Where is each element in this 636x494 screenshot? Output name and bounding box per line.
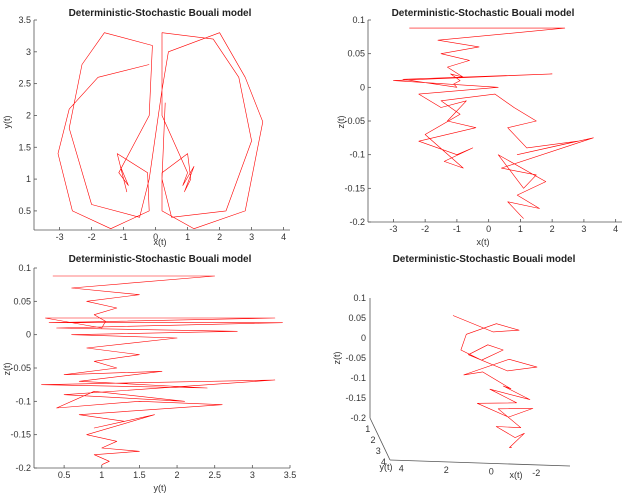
panel-3d-ylabel: y(t) (380, 462, 393, 472)
x-tick-label: 1 (185, 232, 190, 242)
y-tick-label: 0.05 (347, 49, 365, 59)
y-tick-label: -0.1 (349, 150, 365, 160)
x-tick-label: 4 (281, 232, 286, 242)
y-tick-label: 1.5 (18, 142, 31, 152)
x-tick-label: 0 (486, 224, 491, 234)
x-tick-label: 2 (175, 470, 180, 480)
y-tick-label: -0.1 (15, 396, 31, 406)
panel-xy-axes: -3 -2 -1 0 1 2 3 4 0.5 1 1.5 2 2.5 3 3.5 (18, 15, 290, 242)
x-tick-label: 3 (249, 232, 254, 242)
x-tick-label: -2 (532, 468, 540, 478)
z-tick-label: 0.1 (353, 293, 366, 303)
x-tick-label: 3.5 (284, 470, 297, 480)
panel-xy-ylabel: y(t) (2, 116, 12, 129)
x-tick-label: 0 (153, 232, 158, 242)
x-tick-label: 2 (550, 224, 555, 234)
y-tick-label: 3.5 (18, 15, 31, 25)
x-tick-label: 0.5 (58, 470, 71, 480)
x-tick-label: 4 (399, 463, 404, 473)
x-tick-label: 0 (489, 466, 494, 476)
y-tick-label: -0.05 (10, 363, 31, 373)
y-tick-label: 3 (376, 446, 381, 456)
panel-3d: Deterministic-Stochastic Bouali model 0.… (332, 254, 576, 480)
panel-xz-xlabel: x(t) (477, 237, 490, 247)
x-tick-label: 3 (250, 470, 255, 480)
panel-yz-axes: 0.5 1 1.5 2 2.5 3 3.5 -0.2 -0.15 -0.1 -0.05 0 0.05 0.… (10, 263, 296, 480)
z-tick-label: -0.15 (345, 393, 366, 403)
y-tick-label: -0.15 (10, 430, 31, 440)
panel-xy-title: Deterministic-Stochastic Bouali model (69, 8, 252, 19)
y-tick-label: 0 (26, 330, 31, 340)
y-tick-label: 0.05 (13, 296, 31, 306)
x-tick-label: -2 (88, 232, 96, 242)
x-tick-label: 3 (581, 224, 586, 234)
panel-xz-axes: -3 -2 -1 0 1 2 3 4 -0.2 -0.15 -0.1 -0.05 0 0.05 0.1 (344, 15, 622, 234)
panel-3d-xlabel: x(t) (510, 470, 523, 480)
panel-yz: Deterministic-Stochastic Bouali model 0.… (2, 254, 296, 493)
z-tick-label: 0 (361, 333, 366, 343)
y-tick-label: -0.2 (15, 463, 31, 473)
x-tick-label: 4 (613, 224, 618, 234)
x-tick-label: 1 (518, 224, 523, 234)
panel-yz-trace (41, 275, 283, 465)
y-tick-label: 2.5 (18, 79, 31, 89)
x-tick-label: -3 (56, 232, 64, 242)
y-tick-label: 0.1 (18, 263, 31, 273)
y-tick-label: 0 (360, 82, 365, 92)
panel-xz-trace (393, 27, 594, 219)
panel-xz-ylabel: z(t) (336, 116, 346, 129)
x-tick-label: -1 (120, 232, 128, 242)
y-tick-label: 4 (381, 457, 386, 467)
x-tick-label: -3 (389, 224, 397, 234)
panel-3d-zlabel: z(t) (332, 352, 342, 365)
x-axis-line (389, 459, 571, 467)
panel-yz-xlabel: y(t) (154, 483, 167, 493)
y-tick-label: -0.05 (344, 116, 365, 126)
panel-yz-ylabel: z(t) (2, 363, 12, 376)
x-tick-label: 2 (444, 465, 449, 475)
y-tick-label: 1 (26, 174, 31, 184)
x-tick-label: 2 (217, 232, 222, 242)
x-tick-label: 2.5 (208, 470, 221, 480)
panel-xy-xlabel: x(t) (154, 237, 167, 247)
x-tick-label: -2 (421, 224, 429, 234)
y-tick-label: 1 (365, 424, 370, 434)
panel-xz: Deterministic-Stochastic Bouali model -3… (336, 8, 622, 247)
y-axis-line (369, 417, 391, 461)
z-tick-label: -0.05 (345, 353, 366, 363)
panel-xz-title: Deterministic-Stochastic Bouali model (392, 8, 575, 19)
y-tick-label: 3 (26, 47, 31, 57)
y-tick-label: -0.2 (349, 217, 365, 227)
panel-xy: Deterministic-Stochastic Bouali model -3… (2, 8, 290, 247)
y-tick-label: 0.5 (18, 206, 31, 216)
x-tick-label: 1 (99, 470, 104, 480)
y-tick-label: -0.15 (344, 183, 365, 193)
x-tick-label: 1.5 (133, 470, 146, 480)
panel-yz-title: Deterministic-Stochastic Bouali model (69, 254, 252, 265)
x-tick-label: -1 (453, 224, 461, 234)
z-tick-label: -0.2 (350, 413, 366, 423)
panel-3d-trace (452, 315, 538, 448)
panel-xy-trace (57, 32, 264, 229)
y-tick-label: 0.1 (352, 15, 365, 25)
z-tick-label: -0.1 (350, 373, 366, 383)
z-tick-label: 0.05 (348, 313, 366, 323)
y-tick-label: 2 (26, 110, 31, 120)
panel-3d-title: Deterministic-Stochastic Bouali model (393, 254, 576, 265)
y-tick-label: 2 (370, 435, 375, 445)
